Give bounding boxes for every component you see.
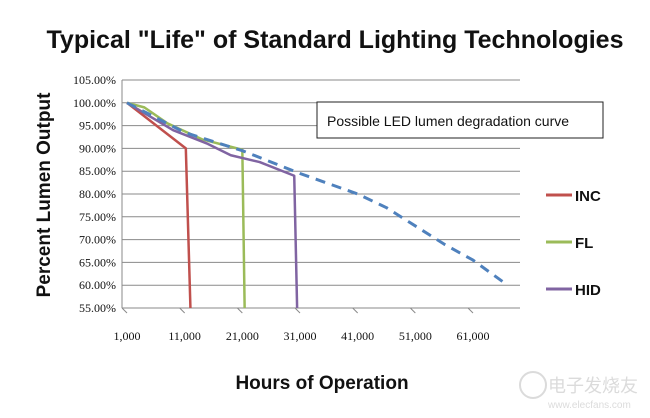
watermark-cn: 电子发烧友	[548, 376, 638, 396]
series-line-inc	[126, 101, 192, 309]
watermark: 电子发烧友 www.elecfans.com	[519, 371, 638, 411]
watermark-url: www.elecfans.com	[547, 400, 631, 411]
x-tick-label: 21,000	[226, 329, 259, 343]
y-tick-label: 80.00%	[79, 187, 116, 201]
y-tick-label: 70.00%	[79, 233, 116, 247]
led-annotation: Possible LED lumen degradation curve	[316, 101, 604, 139]
x-tick	[409, 307, 416, 314]
y-tick-label: 90.00%	[79, 141, 116, 155]
legend-label-hid: HID	[575, 282, 601, 299]
legend-label-fl: FL	[575, 235, 593, 252]
x-tick	[467, 307, 474, 314]
x-tick	[352, 307, 359, 314]
y-tick-label: 65.00%	[79, 255, 116, 269]
y-tick-label: 105.00%	[73, 73, 116, 87]
x-tick-label: 61,000	[457, 329, 490, 343]
y-tick-label: 75.00%	[79, 210, 116, 224]
x-tick-label: 51,000	[399, 329, 432, 343]
y-axis-label: Percent Lumen Output	[34, 92, 55, 297]
x-tick-label: 41,000	[341, 329, 374, 343]
y-tick-label: 60.00%	[79, 278, 116, 292]
series-line-fl	[126, 101, 246, 309]
chart-title: Typical "Life" of Standard Lighting Tech…	[47, 26, 624, 54]
x-tick-label: 31,000	[284, 329, 317, 343]
x-tick	[179, 307, 186, 314]
legend-label-inc: INC	[575, 188, 601, 205]
x-tick	[294, 307, 301, 314]
x-tick	[121, 307, 128, 314]
y-tick-label: 55.00%	[79, 301, 116, 315]
x-tick	[236, 307, 243, 314]
x-tick-label: 1,000	[114, 329, 141, 343]
series-line-led	[126, 101, 509, 287]
y-tick-label: 100.00%	[73, 96, 116, 110]
x-axis-label: Hours of Operation	[235, 373, 408, 394]
annotation-text: Possible LED lumen degradation curve	[327, 113, 569, 129]
series-line-hid	[126, 101, 299, 309]
x-tick-label: 11,000	[168, 329, 201, 343]
y-tick-label: 85.00%	[79, 164, 116, 178]
y-tick-label: 95.00%	[79, 119, 116, 133]
